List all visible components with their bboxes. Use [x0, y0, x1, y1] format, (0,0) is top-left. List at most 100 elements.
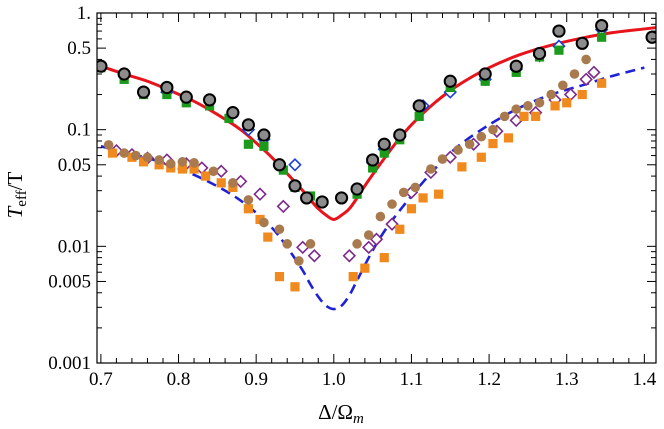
gray-circle-point: [393, 128, 407, 142]
orange-square-point: [216, 178, 226, 188]
brown-circle-point: [523, 101, 533, 111]
gray-circle-point: [575, 36, 589, 50]
curves-layer: [100, 26, 656, 311]
gray-circle-point: [315, 195, 329, 209]
y-tick-label: 1.: [77, 3, 91, 24]
brown-circle-point: [569, 69, 580, 79]
brown-circle-point: [228, 178, 238, 188]
x-tick-label: 1.3: [555, 369, 579, 390]
green-square-point: [414, 111, 424, 121]
brown-circle-point: [375, 211, 386, 222]
gray-circle-point: [509, 59, 523, 73]
y-tick-label: 0.005: [48, 271, 91, 292]
brown-circle-point: [387, 199, 397, 209]
orange-square-point: [243, 204, 253, 214]
brown-circle-point: [410, 182, 421, 193]
brown-circle-point: [546, 89, 556, 100]
markers-layer: [97, 18, 656, 292]
orange-square-point: [107, 148, 118, 158]
brown-circle-point: [189, 157, 199, 168]
y-axis-title: Teff/T: [3, 171, 30, 218]
orange-square-point: [434, 189, 444, 199]
gray-circle-point: [478, 67, 492, 81]
gray-circle-point: [595, 18, 609, 33]
gray-circle-point: [179, 90, 193, 104]
green-square-point: [597, 32, 607, 42]
orange-square-point: [562, 98, 572, 108]
orange-square-point: [177, 164, 188, 174]
brown-circle-point: [499, 111, 510, 122]
gray-circle-point: [97, 59, 108, 73]
x-axis-title-sub: m: [353, 411, 364, 427]
brown-circle-point: [453, 145, 463, 155]
purple-diamond-point: [362, 240, 376, 255]
orange-square-point: [406, 204, 417, 214]
orange-square-point: [189, 164, 199, 174]
orange-square-point: [379, 253, 389, 263]
gray-circle-point: [117, 67, 131, 81]
y-axis-title-main: T: [3, 205, 27, 218]
brown-circle-point: [305, 239, 316, 249]
brown-circle-point: [243, 195, 254, 205]
orange-square-point: [418, 193, 428, 203]
x-tick-label: 0.9: [244, 369, 268, 390]
y-tick-label: 0.01: [58, 236, 91, 257]
brown-circle-point: [511, 104, 522, 114]
x-axis-title-main: Δ/Ω: [318, 400, 353, 424]
blue-diamond-point: [288, 158, 302, 172]
green-square-point: [259, 141, 269, 151]
gray-circle-point: [412, 99, 426, 113]
purple-diamond-point: [443, 150, 457, 164]
brown-circle-point: [208, 166, 219, 177]
brown-circle-point: [282, 239, 293, 249]
y-axis-title-tail: /T: [3, 171, 27, 190]
brown-circle-point: [154, 155, 164, 165]
y-tick-label: 0.5: [67, 38, 91, 59]
orange-square-point: [457, 162, 467, 172]
brown-circle-point: [294, 256, 304, 266]
gray-circle-point: [136, 85, 151, 99]
gray-circle-point: [377, 137, 391, 151]
y-tick-label: 0.05: [58, 155, 91, 176]
orange-square-point: [201, 171, 211, 181]
green-square-point: [480, 76, 490, 86]
brown-circle-point: [534, 97, 545, 108]
gray-circle-point: [552, 24, 566, 38]
purple-diamond-point: [233, 174, 248, 189]
orange-square-point: [531, 111, 541, 121]
y-axis-title-sub: eff: [14, 190, 30, 206]
gray-circle-point: [366, 153, 380, 167]
gray-circle-point: [160, 80, 174, 95]
gray-circle-point: [645, 30, 656, 44]
green-square-point: [379, 148, 389, 158]
gray-circle-point: [272, 158, 287, 172]
brown-circle-point: [259, 217, 269, 228]
brown-circle-point: [177, 157, 188, 167]
gray-circle-point: [300, 191, 314, 205]
brown-circle-point: [464, 139, 475, 150]
orange-square-point: [360, 263, 370, 273]
blue-dashed-curve: [100, 66, 645, 311]
purple-diamond-point: [307, 249, 322, 263]
purple-diamond-point: [253, 187, 267, 201]
brown-circle-point: [352, 239, 362, 249]
x-axis-title: Δ/Ωm: [318, 400, 364, 427]
x-tick-label: 1.1: [400, 369, 424, 390]
orange-square-point: [519, 111, 529, 121]
orange-square-point: [488, 138, 498, 149]
brown-circle-point: [363, 230, 374, 240]
orange-square-point: [550, 101, 560, 111]
brown-circle-point: [274, 224, 285, 235]
brown-circle-point: [558, 80, 568, 91]
plot-frame: [96, 12, 657, 364]
orange-square-point: [154, 160, 164, 170]
green-square-point: [224, 113, 234, 123]
brown-circle-point: [119, 148, 129, 158]
gray-circle-point: [257, 128, 271, 142]
x-tick-label: 0.8: [167, 369, 191, 390]
green-square-point: [162, 89, 172, 100]
y-tick-label: 0.001: [48, 353, 91, 374]
y-tick-label: 0.1: [67, 120, 91, 141]
purple-diamond-point: [579, 72, 593, 87]
